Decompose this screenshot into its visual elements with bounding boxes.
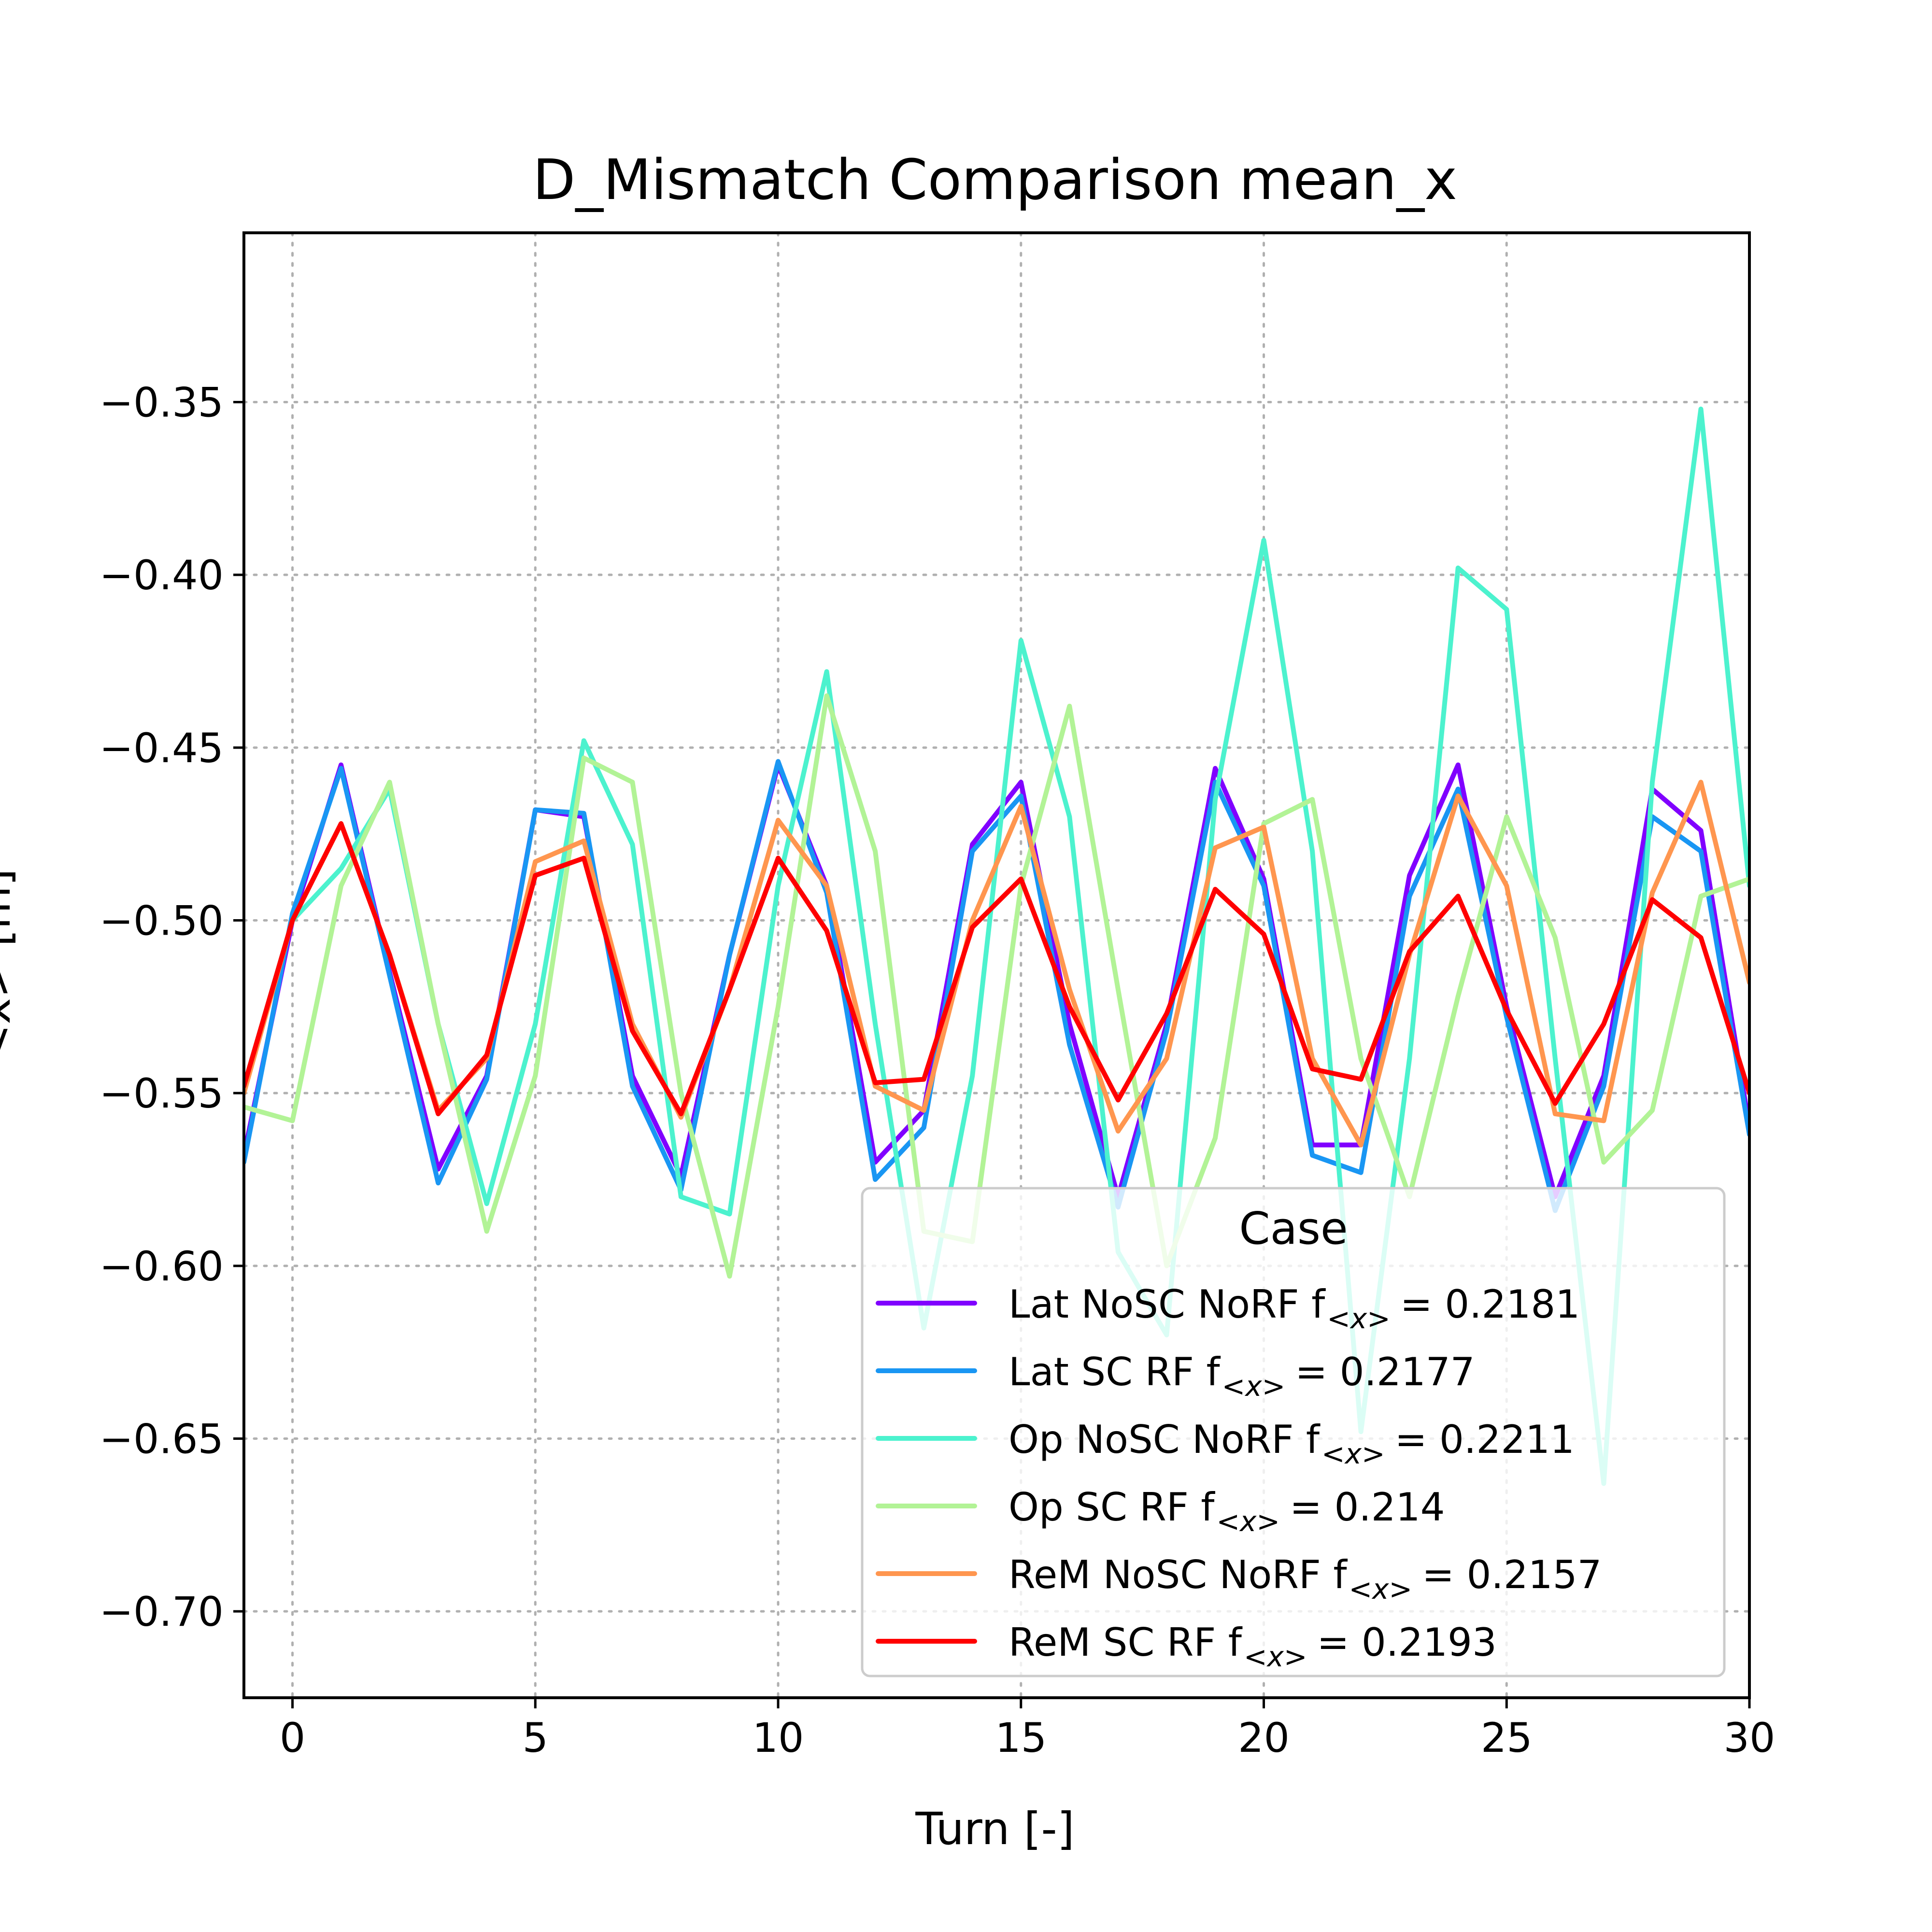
legend-entry-label: Lat SC RF f<x> = 0.2177 (1009, 1350, 1475, 1403)
chart-title: D_Mismatch Comparison mean_x (533, 148, 1457, 213)
series-group (244, 406, 1749, 1486)
y-tick-label: −0.45 (99, 724, 224, 772)
series-line (244, 821, 1749, 1117)
x-tick-label: 5 (523, 1714, 548, 1762)
legend-entry-name: ReM NoSC NoRF f (1009, 1552, 1348, 1597)
legend-entry-subscript: <x> (1216, 1505, 1280, 1538)
y-tick-label: −0.65 (99, 1416, 224, 1463)
legend-entry-subscript: <x> (1327, 1302, 1391, 1335)
legend-entry-name: Lat NoSC NoRF f (1009, 1282, 1326, 1327)
y-tick-label: −0.55 (99, 1070, 224, 1117)
plot-frame (242, 231, 1751, 1699)
legend-entry-value: = 0.2211 (1395, 1417, 1575, 1462)
legend-entry-value: = 0.214 (1290, 1485, 1445, 1530)
legend-entry-subscript: <x> (1222, 1370, 1286, 1403)
y-axis: −0.35 −0.40 −0.45 −0.50 −0.55 −0.60 −0.65 −0.70 (99, 379, 244, 1635)
y-tick-label: −0.40 (99, 552, 224, 599)
y-tick-label: −0.60 (99, 1243, 224, 1290)
legend-entry-value: = 0.2181 (1400, 1282, 1580, 1327)
x-tick-label: 25 (1481, 1714, 1533, 1762)
legend-entry-name: Lat SC RF f (1009, 1350, 1221, 1394)
legend-entry-value: = 0.2177 (1295, 1350, 1475, 1394)
legend-entry-name: ReM SC RF f (1009, 1620, 1243, 1665)
x-tick-label: 20 (1238, 1714, 1290, 1762)
legend-title: Case (1239, 1203, 1348, 1254)
x-axis: 0 5 10 15 20 25 30 (280, 1698, 1776, 1762)
legend-entry-value: = 0.2157 (1422, 1552, 1602, 1597)
y-tick-label: −0.35 (99, 379, 224, 426)
legend-entry-label: ReM SC RF f<x> = 0.2193 (1009, 1620, 1497, 1673)
legend-entry-label: Op SC RF f<x> = 0.214 (1009, 1485, 1445, 1538)
x-tick-label: 0 (280, 1714, 305, 1762)
x-tick-label: 10 (753, 1714, 804, 1762)
legend-entry-label: ReM NoSC NoRF f<x> = 0.2157 (1009, 1552, 1602, 1605)
y-tick-label: −0.50 (99, 897, 224, 945)
x-tick-label: 15 (995, 1714, 1047, 1762)
legend-entry-label: Op NoSC NoRF f<x> = 0.2211 (1009, 1417, 1575, 1470)
legend-entry-subscript: <x> (1244, 1640, 1307, 1673)
y-tick-label: −0.70 (99, 1588, 224, 1635)
y-axis-label: <x> [m] (0, 868, 20, 1061)
x-tick-label: 30 (1724, 1714, 1776, 1762)
x-axis-label: Turn [-] (915, 1803, 1074, 1855)
legend-entry-value: = 0.2193 (1317, 1620, 1496, 1665)
series-line (244, 693, 1749, 1279)
legend-entry-label: Lat NoSC NoRF f<x> = 0.2181 (1009, 1282, 1580, 1335)
legend-entry-subscript: <x> (1349, 1573, 1413, 1605)
legend-entry-name: Op SC RF f (1009, 1485, 1215, 1530)
legend-box (861, 1187, 1726, 1677)
legend-entry-subscript: <x> (1321, 1437, 1385, 1470)
legend-entry-name: Op NoSC NoRF f (1009, 1417, 1321, 1462)
